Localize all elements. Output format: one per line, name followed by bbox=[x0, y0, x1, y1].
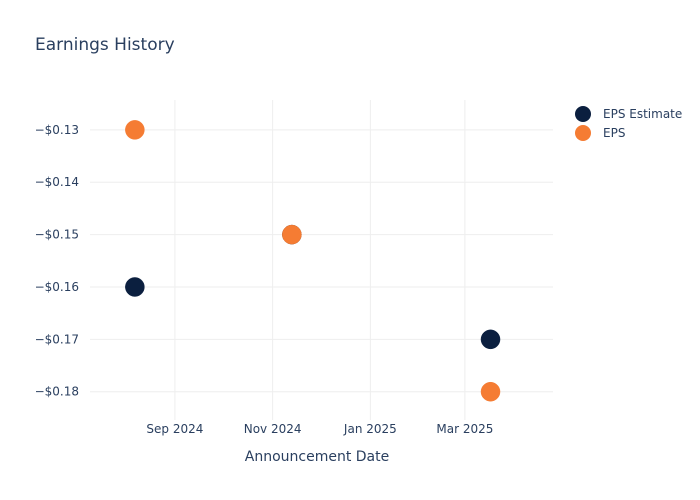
legend-item-eps[interactable]: EPS bbox=[575, 125, 625, 141]
y-axis-ticks: −$0.13 −$0.14 −$0.15 −$0.16 −$0.17 −$0.18 bbox=[35, 123, 79, 399]
x-tick-label: Jan 2025 bbox=[343, 422, 397, 436]
grid-lines bbox=[90, 100, 553, 420]
y-tick-label: −$0.18 bbox=[35, 385, 79, 399]
legend-item-eps-estimate[interactable]: EPS Estimate bbox=[575, 106, 682, 122]
y-tick-label: −$0.15 bbox=[35, 228, 79, 242]
legend-label: EPS bbox=[603, 126, 625, 140]
y-tick-label: −$0.13 bbox=[35, 123, 79, 137]
eps-estimate-point[interactable] bbox=[480, 329, 501, 350]
y-tick-label: −$0.17 bbox=[35, 332, 79, 346]
x-tick-label: Nov 2024 bbox=[244, 422, 302, 436]
x-tick-label: Mar 2025 bbox=[436, 422, 493, 436]
legend-label: EPS Estimate bbox=[603, 107, 682, 121]
eps-estimate-point[interactable] bbox=[125, 277, 145, 297]
eps-point[interactable] bbox=[282, 224, 302, 245]
eps-point[interactable] bbox=[480, 381, 501, 402]
y-tick-label: −$0.16 bbox=[35, 280, 79, 294]
chart-title: Earnings History bbox=[35, 35, 175, 55]
legend-marker bbox=[575, 125, 591, 141]
legend[interactable]: EPS Estimate EPS bbox=[575, 106, 682, 141]
eps-point[interactable] bbox=[125, 120, 145, 140]
y-tick-label: −$0.14 bbox=[35, 175, 79, 189]
x-tick-label: Sep 2024 bbox=[146, 422, 203, 436]
legend-marker bbox=[575, 106, 591, 122]
x-axis-ticks: Sep 2024 Nov 2024 Jan 2025 Mar 2025 bbox=[146, 422, 493, 436]
x-axis-title: Announcement Date bbox=[245, 449, 389, 465]
data-points bbox=[125, 120, 501, 402]
